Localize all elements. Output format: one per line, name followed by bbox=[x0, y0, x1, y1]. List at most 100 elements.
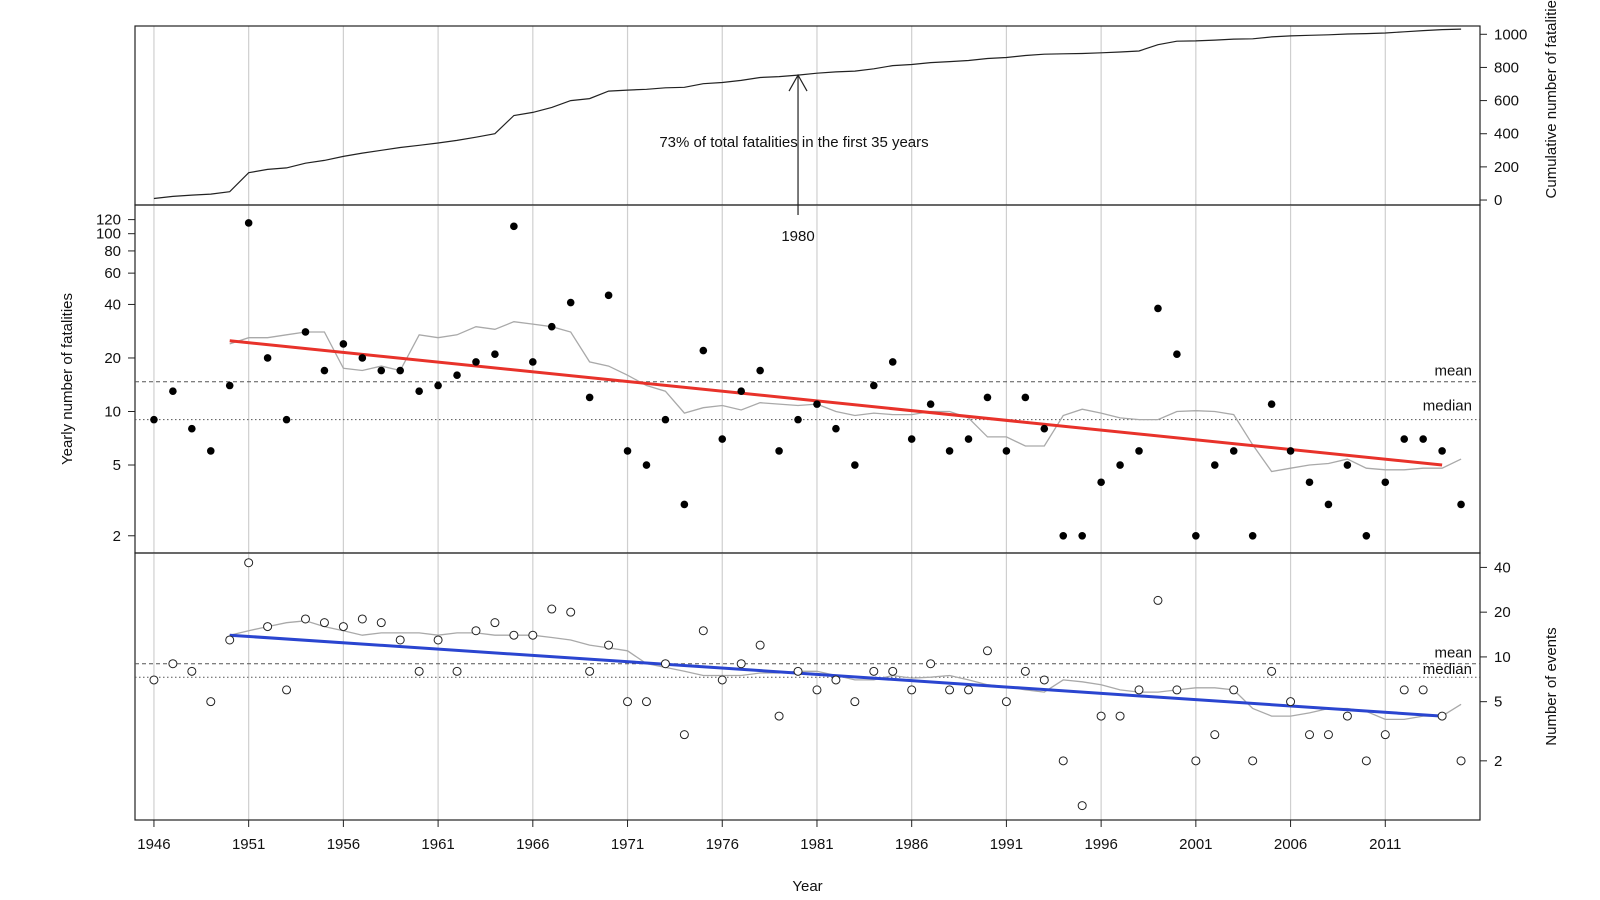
x-tick-label: 1981 bbox=[800, 836, 833, 853]
event-point bbox=[528, 630, 538, 640]
fatality-point bbox=[926, 400, 935, 408]
fatality-point bbox=[1305, 478, 1314, 487]
event-point bbox=[888, 666, 898, 676]
event-point bbox=[907, 685, 917, 695]
event-point bbox=[964, 685, 974, 695]
fatality-point bbox=[301, 328, 310, 336]
left-y-tick-label: 80 bbox=[104, 243, 121, 260]
left-y-tick-label: 2 bbox=[113, 528, 121, 545]
fatality-point bbox=[150, 415, 158, 424]
fatality-point bbox=[983, 393, 992, 402]
fatality-point bbox=[832, 424, 840, 433]
event-point bbox=[1342, 711, 1352, 721]
event-point bbox=[263, 622, 273, 632]
fatality-point bbox=[206, 447, 215, 455]
event-point bbox=[831, 675, 841, 685]
event-point bbox=[566, 607, 576, 617]
fatality-point bbox=[1229, 447, 1238, 455]
fatality-point bbox=[1343, 461, 1352, 469]
left-y-tick-label: 100 bbox=[96, 226, 121, 243]
x-tick-label: 1956 bbox=[327, 836, 360, 853]
x-axis: 1946 1951 1956 1961 1966 1971 1976 1981 1986 1991… bbox=[137, 820, 1401, 895]
x-tick-label: 2006 bbox=[1274, 836, 1307, 853]
right-y-tick-label: 40 bbox=[1494, 559, 1511, 576]
fatality-point bbox=[623, 447, 632, 455]
event-point bbox=[945, 685, 955, 695]
event-point bbox=[509, 630, 519, 640]
middle-y-axis-title: Yearly number of fatalities bbox=[59, 293, 76, 465]
event-point bbox=[300, 614, 310, 624]
fatality-point bbox=[718, 435, 727, 443]
bottom-y-axis-title: Number of events bbox=[1543, 627, 1560, 745]
fatality-point bbox=[339, 340, 348, 348]
event-point bbox=[1096, 711, 1106, 721]
fatality-point bbox=[472, 358, 480, 366]
fatality-point bbox=[964, 435, 973, 443]
fatality-point bbox=[282, 415, 291, 424]
event-point bbox=[1380, 730, 1390, 740]
x-tick-label: 1971 bbox=[611, 836, 644, 853]
event-point bbox=[1191, 756, 1201, 766]
event-point bbox=[1077, 801, 1087, 811]
event-point bbox=[736, 659, 746, 669]
event-point bbox=[225, 635, 235, 645]
left-y-tick-label: 120 bbox=[96, 212, 121, 229]
fatality-point bbox=[547, 322, 556, 331]
fatality-point bbox=[1419, 435, 1427, 443]
fatality-point bbox=[320, 366, 329, 375]
x-tick-label: 1986 bbox=[895, 836, 928, 853]
left-y-tick-label: 40 bbox=[104, 296, 121, 313]
event-point bbox=[1361, 756, 1371, 766]
event-point bbox=[376, 618, 386, 628]
event-point bbox=[1437, 711, 1447, 721]
fatality-point bbox=[870, 381, 878, 390]
fatality-point bbox=[756, 366, 764, 375]
fatality-point bbox=[453, 371, 461, 379]
fatality-point bbox=[661, 415, 670, 424]
event-point bbox=[1286, 697, 1296, 707]
fatality-point bbox=[699, 346, 708, 355]
fatality-point bbox=[1021, 393, 1030, 402]
moving-average-line bbox=[229, 321, 1462, 473]
event-point bbox=[187, 666, 197, 676]
fatality-point bbox=[358, 354, 367, 362]
right-y-tick-label: 5 bbox=[1494, 694, 1502, 711]
trend-line bbox=[229, 339, 1443, 467]
event-point bbox=[452, 666, 462, 676]
fatality-point bbox=[434, 381, 442, 390]
x-tick-label: 2011 bbox=[1369, 836, 1401, 853]
fatality-point bbox=[604, 291, 613, 300]
fatality-point bbox=[188, 424, 196, 433]
fatality-point bbox=[1286, 447, 1295, 455]
median-label: median bbox=[1423, 661, 1472, 678]
fatality-point bbox=[225, 381, 234, 390]
x-tick-label: 1951 bbox=[232, 836, 265, 853]
x-tick-label: 1976 bbox=[706, 836, 739, 853]
event-point bbox=[850, 697, 860, 707]
fatality-point bbox=[680, 500, 689, 509]
fatality-point bbox=[1097, 478, 1105, 487]
fatality-point bbox=[794, 415, 802, 424]
event-point bbox=[717, 675, 727, 685]
event-point bbox=[585, 666, 595, 676]
fatality-point bbox=[1078, 531, 1086, 540]
cumulative-line bbox=[153, 28, 1462, 200]
fatality-point bbox=[1116, 461, 1124, 469]
fatality-point bbox=[1040, 424, 1049, 433]
event-point bbox=[755, 640, 765, 650]
annotation-year-label: 1980 bbox=[781, 228, 814, 245]
event-point bbox=[812, 685, 822, 695]
event-point bbox=[1153, 595, 1163, 605]
event-point bbox=[206, 697, 216, 707]
event-point bbox=[1267, 666, 1277, 676]
right-y-tick-label: 800 bbox=[1494, 59, 1519, 76]
fatality-point bbox=[813, 400, 821, 408]
event-point bbox=[1039, 675, 1049, 685]
event-point bbox=[1115, 711, 1125, 721]
right-y-tick-label: 400 bbox=[1494, 126, 1519, 143]
event-point bbox=[149, 675, 159, 685]
event-point bbox=[357, 614, 367, 624]
median-label: median bbox=[1423, 398, 1472, 415]
